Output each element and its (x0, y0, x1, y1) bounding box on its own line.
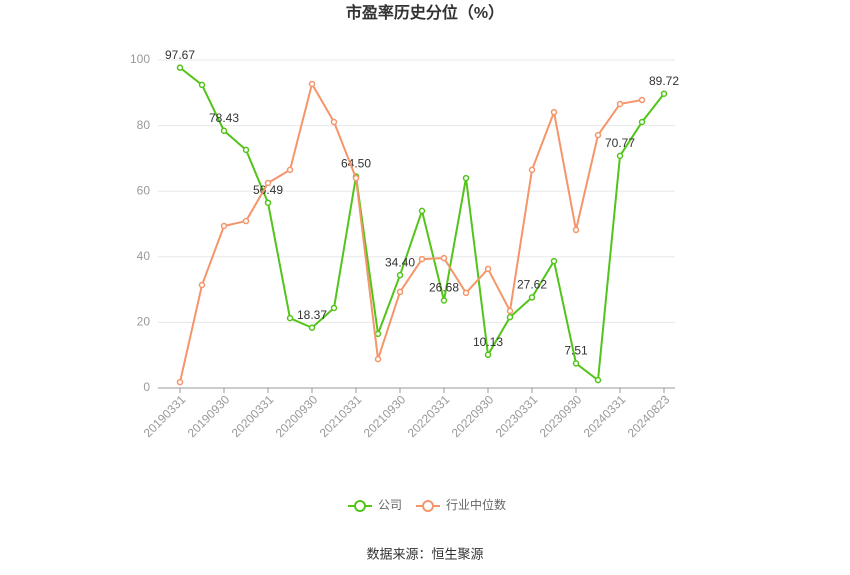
point (572, 226, 580, 234)
legend-marker (354, 500, 366, 512)
x-tick-label: 20200331 (229, 392, 277, 440)
y-tick-label: 20 (137, 315, 151, 329)
point (638, 118, 646, 126)
value-label: 26.68 (429, 281, 459, 295)
point (616, 152, 624, 160)
point (308, 80, 316, 88)
point (440, 254, 448, 262)
point (198, 81, 206, 89)
value-label: 18.37 (297, 308, 327, 322)
value-label: 56.49 (253, 183, 283, 197)
legend-label: 行业中位数 (446, 497, 506, 512)
point (264, 199, 272, 206)
legend-marker (422, 500, 435, 512)
point (528, 294, 536, 301)
point (198, 281, 206, 289)
point (242, 146, 250, 154)
point (418, 255, 426, 263)
value-label: 34.40 (385, 255, 415, 269)
x-tick-label: 20190930 (185, 392, 233, 440)
x-tick-label: 20200930 (273, 392, 321, 440)
point (176, 378, 184, 386)
y-tick-label: 40 (137, 249, 151, 263)
point (286, 314, 294, 322)
point (594, 376, 602, 384)
x-tick-label: 20220930 (449, 392, 497, 440)
source: 数据来源：恒生聚源 (366, 546, 483, 561)
point (330, 304, 338, 312)
value-label: 78.43 (209, 111, 239, 125)
legend-label: 公司 (378, 498, 402, 512)
point (374, 330, 382, 338)
point (638, 96, 646, 104)
point (594, 131, 602, 139)
x-tick-label: 20230331 (493, 392, 541, 440)
x-tick-label: 20190331 (141, 392, 189, 440)
x-tick-label: 20210930 (361, 392, 409, 440)
point (572, 360, 580, 367)
point (506, 307, 514, 315)
x-tick-label: 20240331 (581, 392, 629, 440)
value-label: 70.77 (605, 136, 635, 150)
x-tick-label: 20220331 (405, 392, 453, 440)
x-tick-label: 20230930 (537, 392, 585, 440)
point (550, 108, 558, 116)
point (462, 174, 470, 182)
y-tick-label: 100 (130, 52, 150, 66)
value-label: 89.72 (649, 74, 679, 88)
point (484, 265, 492, 273)
point (374, 355, 382, 363)
x-tick-label: 20210331 (317, 392, 365, 440)
value-label: 27.62 (517, 278, 547, 292)
point (264, 179, 272, 187)
point (220, 127, 228, 134)
point (330, 118, 338, 126)
point (528, 166, 536, 174)
chart-title: 市盈率历史分位（%） (346, 3, 504, 22)
x-tick-label: 20240823 (625, 392, 673, 440)
point (484, 351, 492, 359)
point (396, 288, 404, 296)
y-tick-label: 60 (137, 183, 151, 197)
point (440, 297, 448, 304)
series-line (179, 81, 643, 383)
point (462, 289, 470, 297)
series-line (179, 66, 665, 383)
y-tick-label: 80 (137, 118, 151, 132)
point (308, 324, 316, 331)
value-label: 7.51 (564, 344, 588, 358)
point (242, 217, 250, 225)
point (550, 257, 558, 265)
value-label: 64.50 (341, 157, 371, 171)
point (286, 166, 294, 174)
value-label: 10.13 (473, 335, 503, 349)
point (418, 207, 426, 215)
y-tick-label: 0 (143, 380, 150, 394)
point (352, 174, 360, 182)
point (616, 100, 624, 108)
point (660, 90, 668, 97)
point (176, 64, 184, 71)
value-label: 97.67 (165, 48, 195, 62)
point (396, 271, 404, 279)
point (220, 222, 228, 230)
point (506, 313, 514, 321)
